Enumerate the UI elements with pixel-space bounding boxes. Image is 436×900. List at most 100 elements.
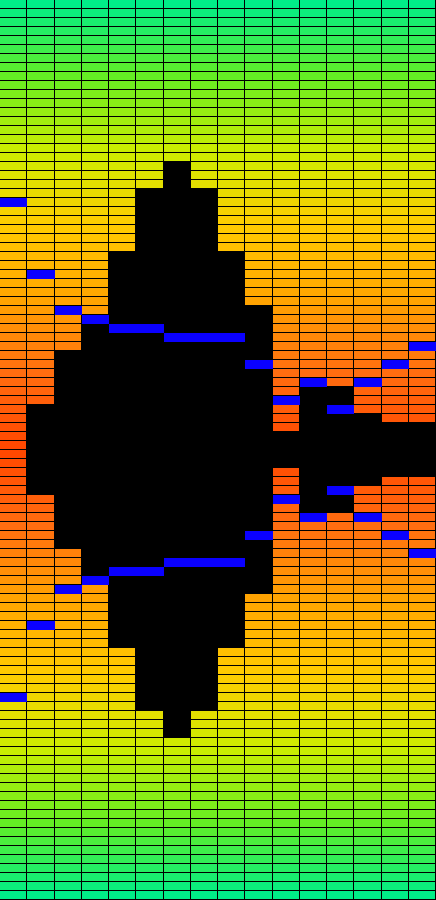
- bar-segment: [55, 675, 82, 684]
- bar-segment: [245, 207, 273, 216]
- bar-segment: [300, 18, 327, 27]
- bar-segment: [27, 540, 55, 549]
- bar-segment: [0, 792, 27, 801]
- bar-segment: [354, 711, 382, 720]
- bar-segment: [27, 9, 55, 18]
- bar-segment: [409, 675, 436, 684]
- bar-segment: [327, 54, 354, 63]
- bar-segment: [191, 180, 218, 189]
- peak-marker: [382, 360, 409, 369]
- bar-segment: [354, 675, 382, 684]
- bar-segment: [136, 99, 164, 108]
- bar-segment: [0, 396, 27, 405]
- bar-segment: [409, 504, 436, 513]
- bar-segment: [409, 405, 436, 414]
- bar-segment: [354, 297, 382, 306]
- bar-segment: [273, 477, 300, 486]
- bar-segment: [300, 522, 327, 531]
- bar-segment: [273, 810, 300, 819]
- bar-segment: [109, 882, 136, 891]
- bar-segment: [245, 675, 273, 684]
- bar-segment: [245, 756, 273, 765]
- bar-segment: [273, 522, 300, 531]
- bar-segment: [109, 72, 136, 81]
- bar-segment: [245, 891, 273, 900]
- bar-segment: [55, 693, 82, 702]
- bar-segment: [245, 63, 273, 72]
- bar-segment: [27, 207, 55, 216]
- bar-segment: [55, 0, 82, 9]
- bar-segment: [327, 612, 354, 621]
- bar-segment: [273, 99, 300, 108]
- bar-segment: [409, 225, 436, 234]
- bar-segment: [354, 603, 382, 612]
- bar-segment: [300, 207, 327, 216]
- bar-segment: [382, 630, 409, 639]
- bar-segment: [0, 630, 27, 639]
- bar-segment: [109, 171, 136, 180]
- bar-segment: [0, 441, 27, 450]
- bar-segment: [191, 9, 218, 18]
- bar-segment: [300, 180, 327, 189]
- bar-segment: [55, 207, 82, 216]
- bar-segment: [164, 36, 191, 45]
- bar-segment: [109, 756, 136, 765]
- peak-marker: [27, 621, 55, 630]
- bar-segment: [0, 324, 27, 333]
- bar-segment: [218, 684, 245, 693]
- bar-segment: [136, 738, 164, 747]
- bar-segment: [82, 171, 109, 180]
- bar-segment: [136, 81, 164, 90]
- bar-segment: [273, 153, 300, 162]
- bar-segment: [245, 54, 273, 63]
- bar-segment: [245, 873, 273, 882]
- bar-segment: [273, 594, 300, 603]
- bar-segment: [382, 288, 409, 297]
- bar-segment: [273, 468, 300, 477]
- bar-segment: [27, 378, 55, 387]
- bar-segment: [82, 180, 109, 189]
- bar-segment: [27, 288, 55, 297]
- bar-segment: [0, 405, 27, 414]
- bar-segment: [382, 720, 409, 729]
- bar-segment: [273, 630, 300, 639]
- bar-segment: [0, 513, 27, 522]
- bar-segment: [218, 666, 245, 675]
- bar-segment: [55, 135, 82, 144]
- bar-segment: [0, 306, 27, 315]
- bar-segment: [164, 90, 191, 99]
- bar-segment: [382, 522, 409, 531]
- bar-segment: [327, 666, 354, 675]
- bar-segment: [109, 9, 136, 18]
- bar-segment: [0, 648, 27, 657]
- bar-segment: [354, 288, 382, 297]
- bar-segment: [382, 873, 409, 882]
- bar-segment: [382, 324, 409, 333]
- bar-segment: [0, 675, 27, 684]
- bar-segment: [164, 153, 191, 162]
- bar-segment: [136, 126, 164, 135]
- bar-segment: [273, 693, 300, 702]
- bar-segment: [300, 630, 327, 639]
- bar-segment: [82, 252, 109, 261]
- bar-segment: [27, 225, 55, 234]
- bar-segment: [382, 783, 409, 792]
- bar-segment: [0, 180, 27, 189]
- bar-segment: [300, 162, 327, 171]
- bar-segment: [273, 756, 300, 765]
- bar-segment: [218, 837, 245, 846]
- peak-marker: [136, 324, 164, 333]
- bar-segment: [109, 774, 136, 783]
- bar-segment: [300, 810, 327, 819]
- bar-segment: [191, 819, 218, 828]
- bar-segment: [55, 549, 82, 558]
- bar-segment: [382, 549, 409, 558]
- bar-segment: [273, 288, 300, 297]
- peak-marker: [164, 558, 191, 567]
- bar-segment: [82, 144, 109, 153]
- bar-segment: [327, 783, 354, 792]
- bar-segment: [409, 36, 436, 45]
- bar-segment: [300, 306, 327, 315]
- bar-segment: [327, 315, 354, 324]
- bar-segment: [0, 486, 27, 495]
